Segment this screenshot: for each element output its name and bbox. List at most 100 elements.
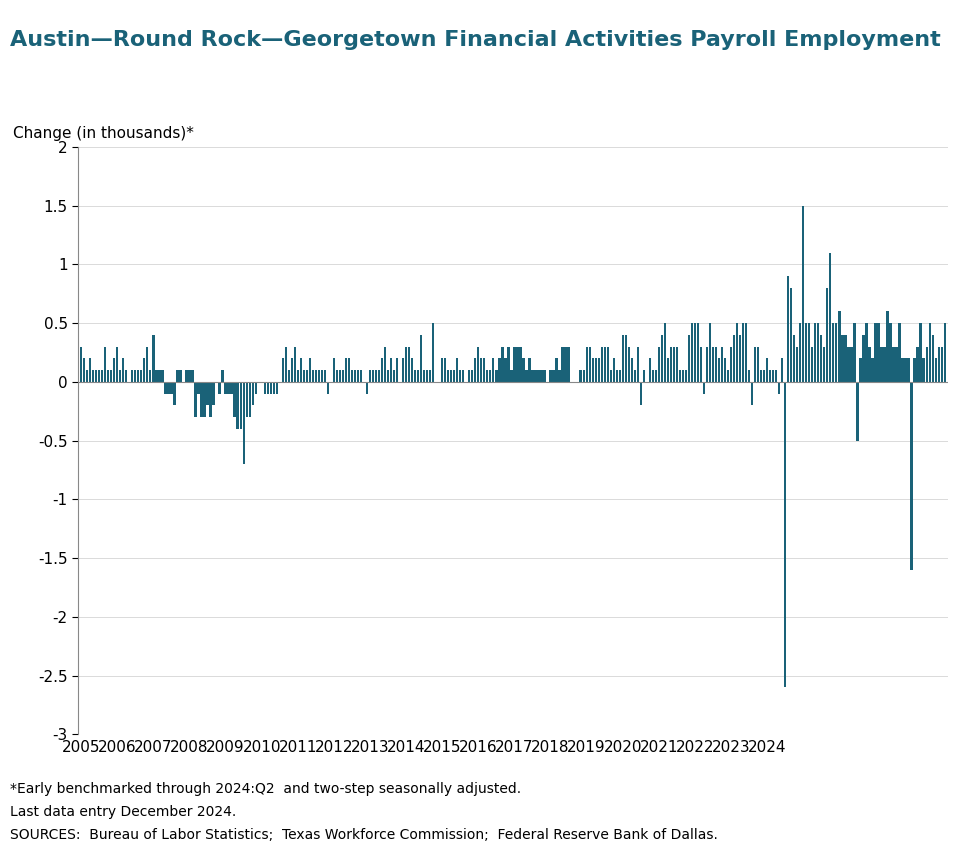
Bar xyxy=(339,370,341,382)
Bar xyxy=(745,323,747,382)
Bar xyxy=(582,370,585,382)
Bar xyxy=(164,382,166,394)
Bar xyxy=(938,346,940,382)
Bar xyxy=(197,382,199,394)
Bar xyxy=(913,359,915,382)
Bar xyxy=(378,370,380,382)
Bar xyxy=(167,382,170,394)
Bar xyxy=(871,359,873,382)
Bar xyxy=(595,359,597,382)
Bar xyxy=(691,323,693,382)
Bar xyxy=(417,370,419,382)
Bar xyxy=(105,346,106,382)
Bar xyxy=(287,370,290,382)
Bar xyxy=(255,382,257,394)
Bar xyxy=(877,323,879,382)
Bar xyxy=(264,382,266,394)
Bar xyxy=(663,323,666,382)
Bar xyxy=(715,346,717,382)
Bar xyxy=(441,359,444,382)
Text: *Early benchmarked through 2024:Q2  and two-step seasonally adjusted.: *Early benchmarked through 2024:Q2 and t… xyxy=(10,782,521,796)
Bar xyxy=(899,323,901,382)
Bar xyxy=(354,370,356,382)
Bar xyxy=(766,359,768,382)
Bar xyxy=(141,370,143,382)
Bar xyxy=(294,346,296,382)
Bar xyxy=(333,359,335,382)
Bar xyxy=(624,335,627,382)
Bar xyxy=(805,323,807,382)
Bar xyxy=(365,382,368,394)
Bar xyxy=(513,346,516,382)
Bar xyxy=(206,382,209,405)
Bar xyxy=(811,346,814,382)
Bar xyxy=(462,370,464,382)
Bar xyxy=(523,359,525,382)
Bar xyxy=(152,335,154,382)
Bar xyxy=(721,346,723,382)
Bar xyxy=(847,346,850,382)
Bar xyxy=(345,359,347,382)
Bar xyxy=(549,370,552,382)
Bar xyxy=(860,359,862,382)
Bar xyxy=(414,370,416,382)
Bar xyxy=(886,311,889,382)
Bar xyxy=(579,370,581,382)
Bar xyxy=(613,359,615,382)
Bar xyxy=(429,370,431,382)
Bar xyxy=(588,346,591,382)
Bar xyxy=(228,382,230,394)
Bar xyxy=(411,359,413,382)
Bar xyxy=(348,359,350,382)
Bar xyxy=(445,359,446,382)
Bar xyxy=(562,346,564,382)
Bar xyxy=(850,346,853,382)
Bar xyxy=(209,382,212,417)
Bar xyxy=(787,276,789,382)
Text: Austin—Round Rock—Georgetown Financial Activities Payroll Employment: Austin—Round Rock—Georgetown Financial A… xyxy=(10,30,941,50)
Bar xyxy=(501,346,503,382)
Bar xyxy=(107,370,109,382)
Bar xyxy=(450,370,452,382)
Bar xyxy=(652,370,654,382)
Bar xyxy=(408,346,410,382)
Bar xyxy=(303,370,305,382)
Bar xyxy=(925,346,928,382)
Bar xyxy=(685,370,687,382)
Bar xyxy=(459,370,461,382)
Bar xyxy=(679,370,681,382)
Bar xyxy=(80,346,82,382)
Bar xyxy=(375,370,377,382)
Bar xyxy=(276,382,277,394)
Bar xyxy=(944,323,946,382)
Bar xyxy=(817,323,820,382)
Text: Change (in thousands)*: Change (in thousands)* xyxy=(13,126,193,141)
Bar xyxy=(300,359,302,382)
Bar xyxy=(239,382,241,429)
Bar xyxy=(484,359,486,382)
Bar xyxy=(537,370,539,382)
Bar xyxy=(189,370,191,382)
Bar xyxy=(916,346,918,382)
Bar xyxy=(841,335,843,382)
Bar xyxy=(180,370,182,382)
Bar xyxy=(360,370,362,382)
Bar xyxy=(83,359,85,382)
Bar xyxy=(161,370,163,382)
Bar xyxy=(134,370,137,382)
Bar xyxy=(874,323,876,382)
Bar xyxy=(883,346,885,382)
Bar xyxy=(432,323,435,382)
Bar xyxy=(323,370,326,382)
Bar xyxy=(116,346,118,382)
Bar xyxy=(718,359,720,382)
Bar xyxy=(155,370,157,382)
Bar xyxy=(387,370,389,382)
Bar xyxy=(318,370,320,382)
Bar xyxy=(702,382,705,394)
Bar xyxy=(853,323,856,382)
Bar xyxy=(856,382,859,441)
Bar xyxy=(176,370,179,382)
Bar xyxy=(928,323,931,382)
Bar xyxy=(540,370,542,382)
